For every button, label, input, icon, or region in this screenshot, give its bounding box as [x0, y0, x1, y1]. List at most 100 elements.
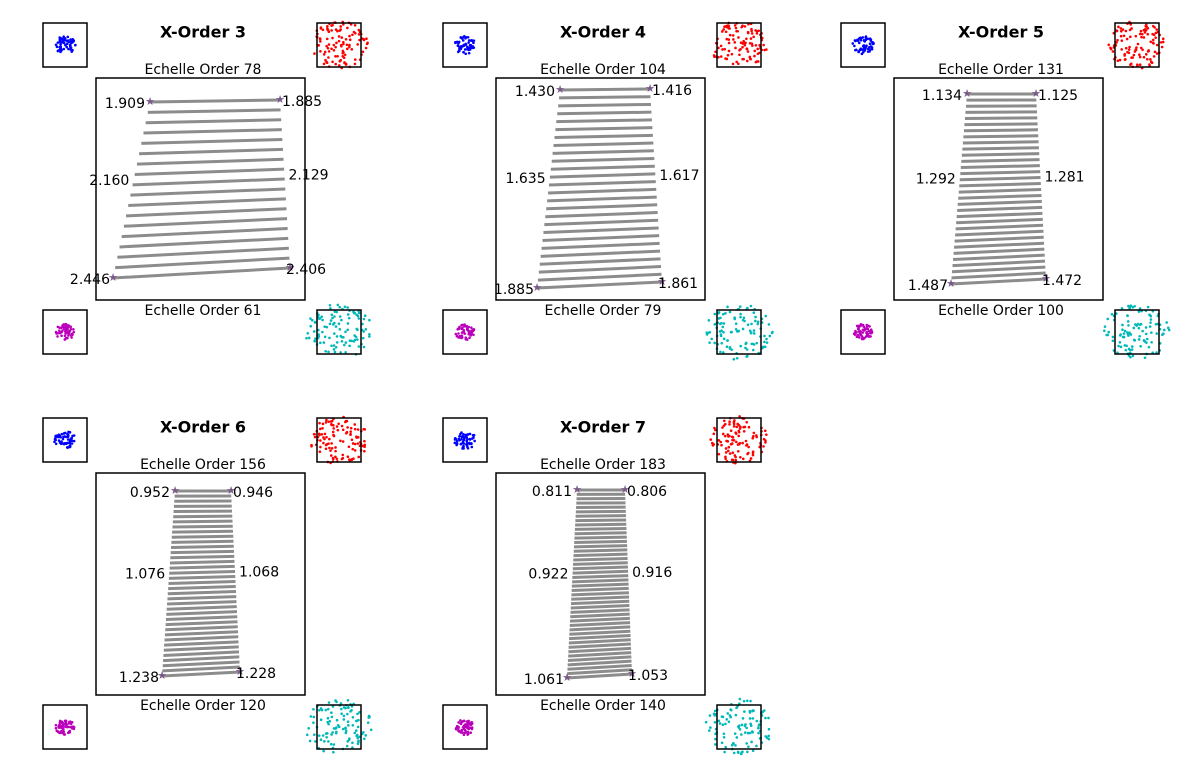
spot-dot [743, 319, 746, 323]
spot-dot [323, 437, 326, 441]
spot-dot [57, 435, 61, 439]
order-trace [117, 246, 289, 259]
spot-dot [739, 752, 743, 756]
top-order: 131 [1037, 62, 1064, 78]
corner-star: ★ [226, 484, 236, 497]
spot-dot [757, 731, 760, 735]
spot-dot [1143, 31, 1147, 34]
order-trace [136, 157, 284, 166]
spot-dot [455, 443, 458, 447]
spot-dot [337, 422, 340, 426]
spot-dot [353, 423, 357, 426]
spot-dot [737, 429, 741, 433]
spot-dot [1135, 324, 1138, 327]
spot-dot [463, 323, 466, 326]
spot-dot [1145, 25, 1149, 29]
spot-dot [353, 449, 357, 452]
order-trace [552, 149, 654, 155]
spot-dot [763, 334, 766, 338]
order-prefix: Echelle Order [540, 698, 635, 714]
spot-dot [1111, 50, 1115, 53]
spot-dot [368, 318, 371, 322]
spot-dot [1138, 307, 1142, 310]
spot-dot [732, 751, 736, 755]
order-trace [956, 211, 1043, 219]
spot-dot [62, 432, 66, 435]
spot-dot [767, 727, 771, 731]
spot-dot [723, 422, 727, 426]
spot-dot [1155, 28, 1159, 31]
spot-dot [466, 438, 469, 441]
spot-dot [313, 733, 316, 736]
order-trace [568, 642, 631, 649]
spot-dot [1126, 50, 1129, 54]
spot-dot [54, 723, 58, 727]
corner-star: ★ [157, 669, 167, 682]
spot-dot [743, 42, 746, 45]
spot-dot [312, 721, 315, 724]
spot-dot [1159, 41, 1163, 44]
spot-dot [346, 322, 350, 325]
spot-dot [60, 432, 64, 436]
spot-dot [1147, 49, 1150, 52]
spot-dot [465, 436, 469, 439]
spot-dot [305, 733, 309, 737]
top-order-label: Echelle Order 104 [540, 62, 666, 78]
spot-dot [344, 727, 347, 730]
spot-dot [745, 341, 748, 345]
spot-dot [1107, 330, 1111, 334]
spot-dot [60, 440, 63, 443]
spot-dot [1111, 335, 1115, 339]
order-trace [568, 646, 632, 654]
spot-dot [317, 708, 321, 712]
spot-dot [63, 334, 67, 338]
spot-dot [457, 721, 460, 724]
spot-dot [1141, 329, 1144, 333]
spot-dot [722, 28, 725, 31]
spot-dot [860, 335, 864, 338]
spot-dot [768, 334, 772, 338]
spot-dot [462, 442, 466, 445]
spot-dot [71, 333, 74, 337]
spot-dot [351, 746, 354, 749]
spot-dot [1130, 56, 1133, 59]
spot-dot [318, 427, 322, 431]
order-trace [559, 87, 651, 92]
spot-dot [736, 449, 740, 453]
spot-dot [1125, 37, 1129, 41]
spot-dot [1137, 338, 1141, 341]
spot-dot [725, 24, 729, 28]
wavelength-label: 1.292 [916, 172, 956, 188]
spot-dot [751, 348, 755, 352]
wavelength-label: 2.406 [286, 262, 326, 278]
spot-dot [732, 357, 736, 361]
spot-dot [338, 305, 342, 309]
spot-dot [728, 310, 732, 314]
spot-dot [321, 28, 325, 32]
spot-dot [346, 699, 350, 702]
spot-dot [349, 426, 353, 430]
spot-dot [727, 49, 731, 53]
spot-dot [345, 744, 349, 748]
spot-dot [763, 340, 766, 344]
top-order: 78 [244, 62, 262, 78]
order-trace [112, 266, 291, 280]
spot-dot [70, 336, 73, 339]
order-trace [539, 257, 661, 266]
spot-dot [736, 29, 740, 33]
order-trace [573, 548, 628, 553]
spot-dot [349, 23, 353, 26]
spot-dot [340, 707, 343, 711]
spot-dot [853, 332, 857, 335]
spot-dot [338, 59, 342, 63]
spot-dot [1125, 344, 1128, 348]
spot-dot [70, 50, 74, 53]
spot-dot [58, 36, 61, 39]
spot-dot [329, 307, 332, 310]
spot-box [42, 309, 88, 355]
spot-dot [868, 50, 871, 53]
spot-dot [734, 26, 738, 30]
spot-dot [61, 324, 65, 328]
corner-star: ★ [946, 277, 956, 290]
spot-dot [321, 426, 324, 430]
